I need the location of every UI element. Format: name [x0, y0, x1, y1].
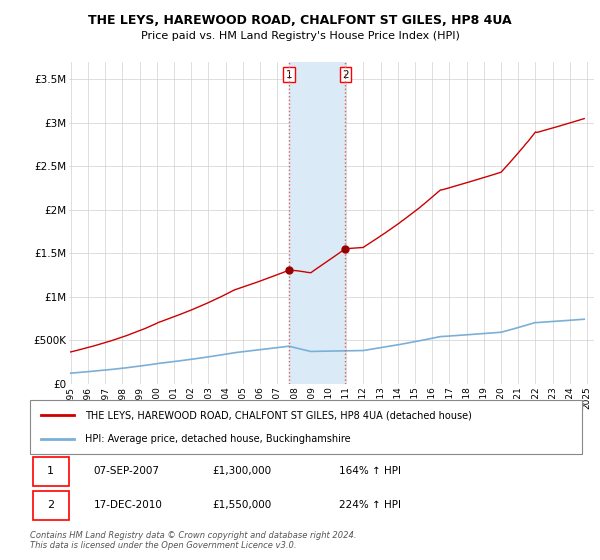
Text: Price paid vs. HM Land Registry's House Price Index (HPI): Price paid vs. HM Land Registry's House … [140, 31, 460, 41]
Text: 17-DEC-2010: 17-DEC-2010 [94, 500, 163, 510]
Bar [289, 62, 346, 384]
Text: £1,300,000: £1,300,000 [212, 466, 271, 476]
Text: 07-SEP-2007: 07-SEP-2007 [94, 466, 160, 476]
Text: 164% ↑ HPI: 164% ↑ HPI [339, 466, 401, 476]
Text: 2: 2 [47, 500, 54, 510]
FancyBboxPatch shape [33, 492, 68, 520]
Text: THE LEYS, HAREWOOD ROAD, CHALFONT ST GILES, HP8 4UA (detached house): THE LEYS, HAREWOOD ROAD, CHALFONT ST GIL… [85, 410, 472, 421]
Text: 2: 2 [342, 69, 349, 80]
Text: HPI: Average price, detached house, Buckinghamshire: HPI: Average price, detached house, Buck… [85, 434, 351, 444]
Text: Contains HM Land Registry data © Crown copyright and database right 2024.
This d: Contains HM Land Registry data © Crown c… [30, 531, 356, 550]
FancyBboxPatch shape [33, 458, 68, 486]
Text: £1,550,000: £1,550,000 [212, 500, 271, 510]
Text: THE LEYS, HAREWOOD ROAD, CHALFONT ST GILES, HP8 4UA: THE LEYS, HAREWOOD ROAD, CHALFONT ST GIL… [88, 14, 512, 27]
FancyBboxPatch shape [30, 400, 582, 454]
Text: 224% ↑ HPI: 224% ↑ HPI [339, 500, 401, 510]
Text: 1: 1 [47, 466, 54, 476]
Text: 1: 1 [286, 69, 292, 80]
